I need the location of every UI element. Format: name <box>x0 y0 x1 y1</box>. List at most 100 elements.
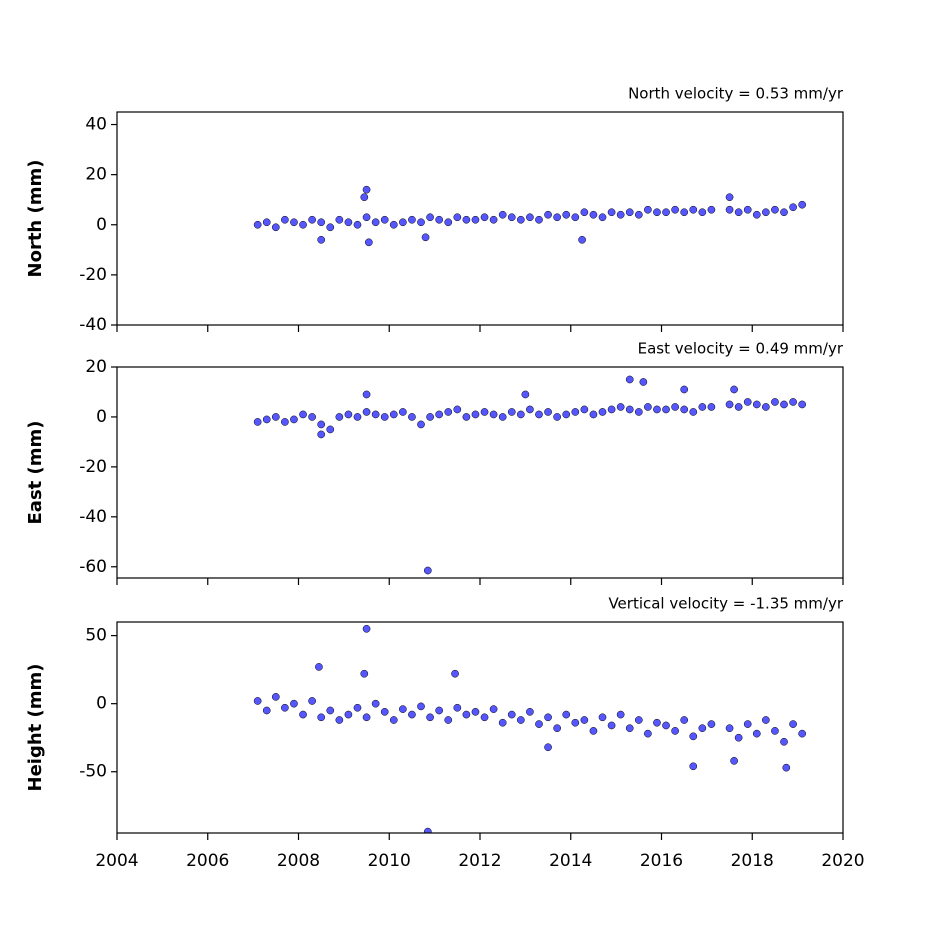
data-point <box>262 218 271 227</box>
data-point <box>364 238 373 247</box>
data-point <box>281 215 289 224</box>
data-point <box>616 210 625 219</box>
data-point <box>689 762 698 771</box>
data-point <box>471 215 480 224</box>
data-point <box>353 220 362 229</box>
data-point <box>743 398 752 406</box>
data-point <box>780 737 788 746</box>
x-tick-label: 2008 <box>277 851 320 871</box>
x-tick-label: 2012 <box>458 851 501 871</box>
velocity-annotation: Vertical velocity = -1.35 mm/yr <box>608 595 843 613</box>
data-point <box>625 724 634 733</box>
data-point <box>335 716 344 724</box>
data-point <box>562 410 571 419</box>
data-point <box>326 223 335 232</box>
data-point <box>453 213 462 222</box>
data-point <box>389 410 398 419</box>
y-tick-label: 50 <box>85 626 107 646</box>
data-point <box>271 693 280 701</box>
data-point <box>789 203 797 212</box>
data-point <box>362 185 371 194</box>
data-point <box>326 425 335 434</box>
data-point <box>698 724 707 733</box>
data-point <box>299 220 307 229</box>
data-point <box>680 716 689 724</box>
data-point <box>544 210 552 219</box>
data-point <box>380 413 389 421</box>
data-point <box>489 410 498 419</box>
data-point <box>798 400 807 409</box>
data-point <box>662 405 670 414</box>
y-tick-label: -20 <box>79 457 107 477</box>
data-point <box>578 235 586 244</box>
data-point <box>653 405 661 414</box>
data-point <box>498 718 507 727</box>
data-point <box>362 213 371 222</box>
data-point <box>762 716 770 724</box>
data-point <box>435 215 444 224</box>
velocity-annotation: East velocity = 0.49 mm/yr <box>638 340 844 358</box>
data-point <box>653 718 661 727</box>
data-point <box>707 403 716 411</box>
axes-frame <box>116 366 844 579</box>
data-point <box>335 413 344 421</box>
data-point <box>480 713 489 722</box>
data-point <box>408 413 416 421</box>
data-point <box>317 430 326 439</box>
data-point <box>616 403 625 411</box>
data-point <box>507 408 516 416</box>
y-tick-label: 40 <box>85 115 107 135</box>
data-point <box>326 706 335 715</box>
data-point <box>353 703 362 712</box>
data-point <box>507 213 516 222</box>
data-point <box>580 405 589 414</box>
data-point <box>644 403 652 411</box>
data-point <box>734 733 743 742</box>
data-point <box>526 707 534 716</box>
data-point <box>782 763 791 772</box>
data-point <box>752 210 761 219</box>
data-point <box>521 390 530 399</box>
data-point <box>526 405 534 414</box>
data-point <box>639 378 648 386</box>
data-point <box>625 375 634 384</box>
data-point <box>498 210 507 219</box>
data-point <box>480 213 489 222</box>
data-point <box>598 408 607 416</box>
data-point <box>426 413 434 421</box>
data-point <box>253 697 262 705</box>
data-point <box>380 707 389 716</box>
data-point <box>444 408 453 416</box>
data-point <box>516 716 525 724</box>
data-point <box>730 385 738 394</box>
data-point <box>399 408 407 416</box>
x-tick-label: 2016 <box>640 851 683 871</box>
data-point <box>489 705 498 713</box>
data-point <box>526 213 534 222</box>
data-point <box>553 213 561 222</box>
data-point <box>408 710 416 719</box>
data-point <box>625 208 634 217</box>
data-point <box>798 200 807 209</box>
data-point <box>553 413 561 421</box>
y-tick-label: -50 <box>79 762 107 782</box>
data-point <box>498 413 507 421</box>
data-point <box>462 710 471 719</box>
velocity-annotation: North velocity = 0.53 mm/yr <box>628 85 844 103</box>
data-point <box>290 699 298 708</box>
data-point <box>308 697 316 705</box>
data-point <box>253 220 262 229</box>
data-point <box>444 218 453 227</box>
data-point <box>762 403 770 411</box>
data-point <box>489 215 498 224</box>
data-point <box>752 400 761 409</box>
data-point <box>371 218 380 227</box>
data-point <box>281 703 289 712</box>
data-point <box>271 223 280 232</box>
data-point <box>725 400 734 409</box>
data-point <box>544 408 552 416</box>
data-point <box>480 408 489 416</box>
data-point <box>371 699 380 708</box>
data-point <box>435 706 444 715</box>
data-point <box>308 413 316 421</box>
